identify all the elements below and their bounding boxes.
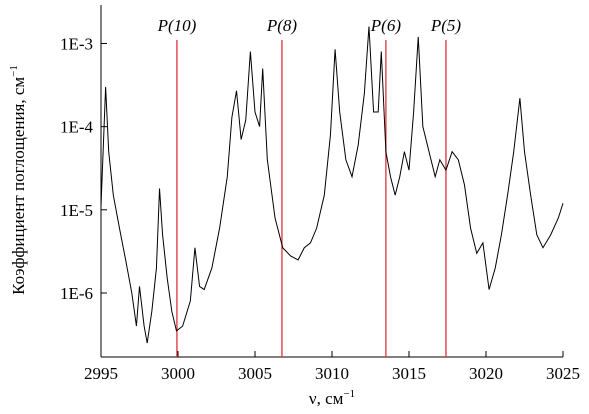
marker-label: P(8) [266, 16, 298, 35]
x-tick-label: 3000 [161, 364, 195, 383]
spectrum-line [100, 26, 564, 344]
marker-label: P(6) [370, 16, 402, 35]
y-axis-label-sup: −1 [8, 65, 20, 77]
marker-label: P(5) [430, 16, 462, 35]
x-axis-label-text: ν, см [309, 389, 344, 408]
y-tick-label: 1E-4 [60, 118, 94, 137]
x-axis-label: ν, см−1 [309, 388, 355, 408]
x-tick-label: 3010 [315, 364, 349, 383]
x-tick-label: 3005 [238, 364, 272, 383]
y-axis-label: Коэффициент поглощения, см−1 [8, 65, 28, 295]
y-axis-label-text: Коэффициент поглощения, см [9, 77, 28, 295]
y-tick-label: 1E-3 [60, 34, 93, 53]
x-tick-label: 3020 [469, 364, 503, 383]
y-tick-label: 1E-5 [60, 201, 93, 220]
marker-label: P(10) [157, 16, 197, 35]
x-tick-label: 2995 [84, 364, 118, 383]
x-axis-label-sup: −1 [343, 388, 355, 400]
x-tick-label: 3025 [546, 364, 580, 383]
y-tick-label: 1E-6 [60, 284, 93, 303]
x-tick-label: 3015 [392, 364, 426, 383]
